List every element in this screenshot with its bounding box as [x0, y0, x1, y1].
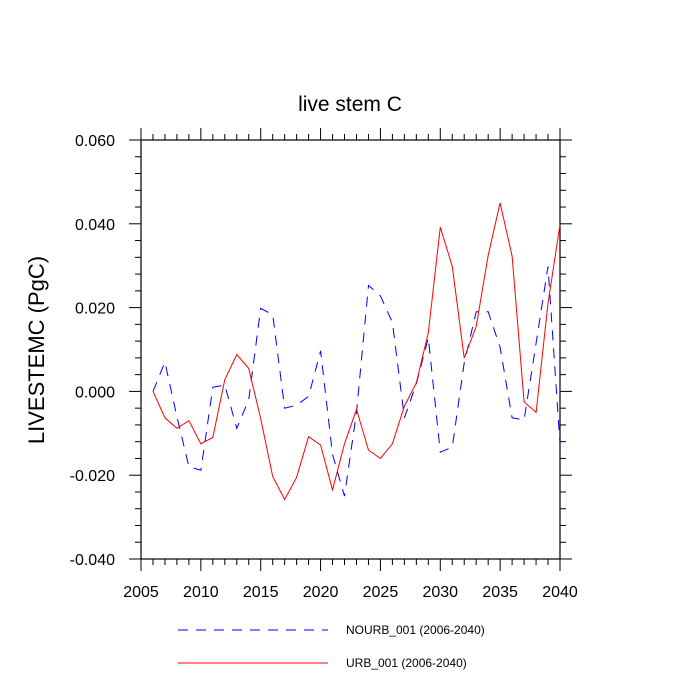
y-tick-label: 0.000: [75, 384, 115, 401]
plot-border: [140, 139, 561, 560]
chart-title: live stem C: [298, 93, 402, 116]
x-tick-label: 2030: [422, 584, 458, 601]
y-axis-label: LIVESTEMC (PgC): [24, 256, 49, 444]
y-tick-label: 0.060: [75, 133, 115, 150]
x-tick-label: 2015: [243, 584, 279, 601]
y-tick-label: 0.020: [75, 301, 115, 318]
legend-label-1: NOURB_001 (2006-2040): [346, 623, 485, 637]
x-tick-label: 2020: [303, 584, 339, 601]
x-tick-label: 2035: [482, 584, 518, 601]
series-line-2: [152, 202, 561, 501]
series-line-1: [152, 266, 561, 497]
x-tick-label: 2040: [542, 584, 578, 601]
y-tick-label: -0.020: [70, 468, 115, 485]
axis-ticks: 2005 2010 2015 2020 2025 2030 2035 2040 -0.040 -0…: [70, 128, 578, 601]
x-tick-label: 2025: [363, 584, 399, 601]
legend: NOURB_001 (2006-2040) URB_001 (2006-2040): [178, 623, 485, 670]
x-tick-label: 2005: [123, 584, 159, 601]
series-layer: [152, 202, 561, 501]
x-tick-label: 2010: [183, 584, 219, 601]
y-tick-label: 0.040: [75, 217, 115, 234]
y-tick-label: -0.040: [70, 552, 115, 569]
plot-frame: [140, 139, 561, 560]
legend-label-2: URB_001 (2006-2040): [346, 656, 467, 670]
